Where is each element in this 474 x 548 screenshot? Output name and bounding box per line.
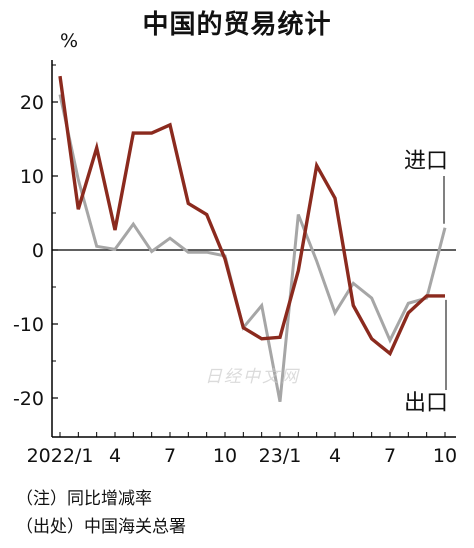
y-tick-label: -20 [13, 388, 44, 410]
export-series-label: 出口 [404, 391, 448, 416]
source-text: （出处）中国海关总署 [16, 517, 186, 537]
axes [51, 60, 456, 438]
y-unit-label: % [60, 30, 78, 52]
export-series-line [58, 75, 445, 357]
chart-title: 中国的贸易统计 [142, 10, 332, 40]
y-tick-label: 10 [20, 166, 44, 188]
y-tick-label: 0 [32, 240, 44, 262]
x-tick-label: 7 [384, 445, 396, 467]
note-text: （注）同比增减率 [16, 489, 152, 509]
x-tick-label: 4 [109, 445, 121, 467]
series-lines [58, 75, 447, 402]
x-tick-label: 23/1 [259, 445, 302, 467]
x-tick-label: 10 [433, 445, 457, 467]
import-series-label: 进口 [404, 149, 448, 174]
y-tick-label: 20 [20, 92, 44, 114]
x-tick-label: 2022/1 [27, 445, 94, 467]
x-tick-label: 10 [213, 445, 237, 467]
y-tick-label: -10 [13, 314, 44, 336]
x-tick-label: 4 [329, 445, 341, 467]
watermark: 日经中文网 [205, 367, 300, 387]
x-tick-label: 7 [164, 445, 176, 467]
import-series-line [58, 94, 447, 402]
